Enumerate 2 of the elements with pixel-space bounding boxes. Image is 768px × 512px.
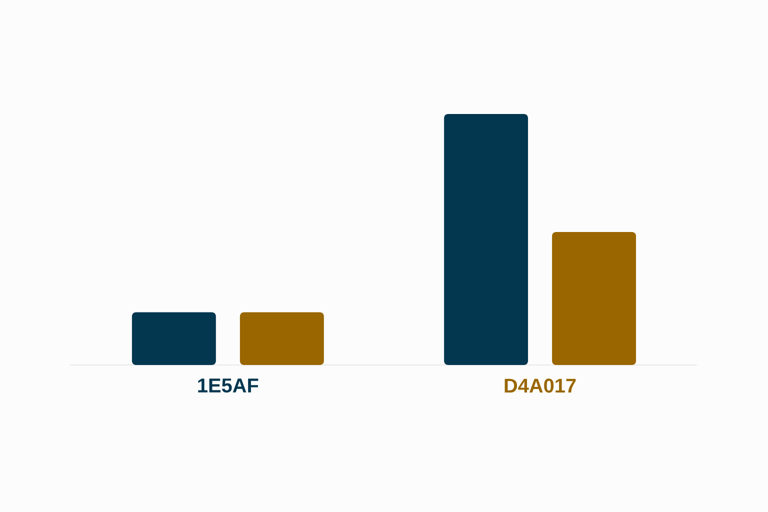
x-tick-label: 1E5AF xyxy=(198,378,258,393)
x-tick-label: D4A017 xyxy=(504,378,576,393)
